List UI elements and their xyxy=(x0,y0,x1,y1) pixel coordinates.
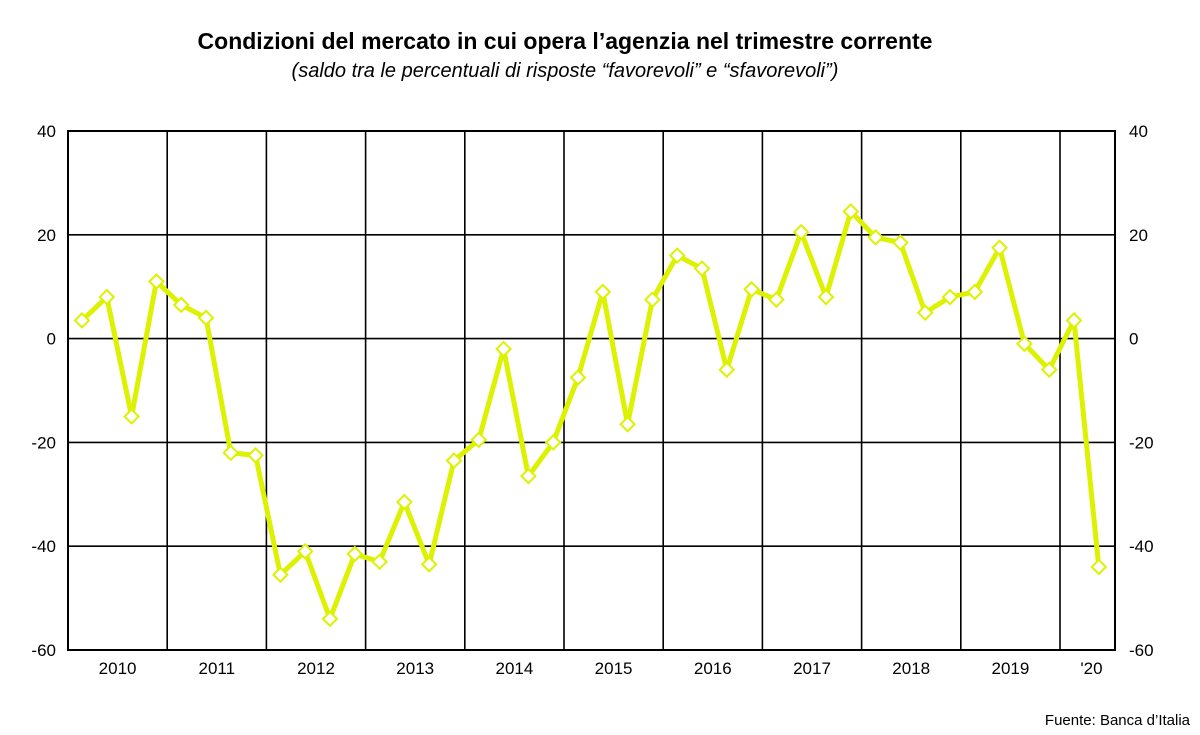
data-point-marker xyxy=(123,408,141,425)
data-point-marker xyxy=(1090,558,1108,576)
data-point-marker xyxy=(767,291,785,309)
data-point-marker xyxy=(247,446,265,464)
plot-frame xyxy=(67,130,1116,651)
data-point-marker xyxy=(197,309,215,327)
y-tick-label-right: 40 xyxy=(1129,122,1148,141)
data-point-marker xyxy=(470,431,488,449)
x-tick-label: 2014 xyxy=(495,659,533,678)
y-tick-label-left: -20 xyxy=(31,433,56,452)
data-point-marker xyxy=(172,296,190,314)
x-tick-label: 2015 xyxy=(595,659,633,678)
data-point-marker xyxy=(1015,335,1033,353)
data-point-marker xyxy=(941,288,959,306)
y-tick-label-left: 20 xyxy=(37,226,56,245)
y-tick-label-left: 0 xyxy=(47,330,56,349)
y-tick-label-right: 0 xyxy=(1129,330,1138,349)
data-point-marker xyxy=(594,283,612,301)
data-point-marker xyxy=(867,228,885,246)
x-tick-label: 2012 xyxy=(297,659,335,678)
data-point-marker xyxy=(395,493,413,511)
x-tick-label: 2018 xyxy=(892,659,930,678)
y-tick-label-left: -40 xyxy=(31,537,56,556)
data-point-marker xyxy=(743,280,761,298)
data-point-marker xyxy=(693,260,711,277)
data-point-marker xyxy=(817,288,835,306)
x-tick-label: 2016 xyxy=(694,659,732,678)
data-point-marker xyxy=(222,444,240,462)
y-tick-label-right: -60 xyxy=(1129,641,1154,660)
y-tick-label-left: -60 xyxy=(31,641,56,660)
x-tick-label: 2017 xyxy=(793,659,831,678)
data-point-marker xyxy=(519,467,537,485)
y-tick-label-right: -20 xyxy=(1129,433,1154,452)
data-point-marker xyxy=(445,452,463,469)
x-tick-label: 2011 xyxy=(199,659,236,678)
data-point-marker xyxy=(891,234,909,251)
chart-title: Condizioni del mercato in cui opera l’ag… xyxy=(197,28,933,54)
data-point-marker xyxy=(792,223,810,241)
y-tick-label-right: 20 xyxy=(1129,226,1148,245)
data-point-marker xyxy=(544,433,562,451)
data-point-marker xyxy=(147,273,165,290)
data-point-marker xyxy=(842,203,860,220)
x-tick-label: 2010 xyxy=(99,659,137,678)
data-point-marker xyxy=(643,291,661,309)
source-note: Fuente: Banca d’Italia xyxy=(1044,712,1190,729)
y-tick-label-right: -40 xyxy=(1129,537,1154,556)
data-point-marker xyxy=(296,542,314,560)
y-tick-label-left: 40 xyxy=(37,122,56,141)
data-point-marker xyxy=(1065,312,1083,329)
data-point-marker xyxy=(569,369,587,386)
data-point-marker xyxy=(916,304,934,322)
data-point-marker xyxy=(271,566,289,584)
data-point-marker xyxy=(668,247,686,264)
chart-subtitle: (saldo tra le percentuali di risposte “f… xyxy=(291,60,839,82)
x-tick-label: '20 xyxy=(1080,659,1102,678)
data-point-marker xyxy=(991,239,1009,257)
data-point-marker xyxy=(346,545,364,563)
data-point-marker xyxy=(1040,361,1058,379)
data-point-marker xyxy=(98,288,116,306)
data-point-marker xyxy=(966,283,984,301)
data-point-marker xyxy=(495,340,513,358)
data-point-marker xyxy=(321,610,339,628)
data-point-marker xyxy=(420,555,438,573)
data-point-marker xyxy=(73,312,91,329)
data-point-marker xyxy=(619,415,637,433)
x-tick-label: 2019 xyxy=(991,659,1029,678)
data-point-marker xyxy=(371,553,389,571)
data-point-marker xyxy=(718,361,736,379)
x-tick-label: 2013 xyxy=(396,659,434,678)
